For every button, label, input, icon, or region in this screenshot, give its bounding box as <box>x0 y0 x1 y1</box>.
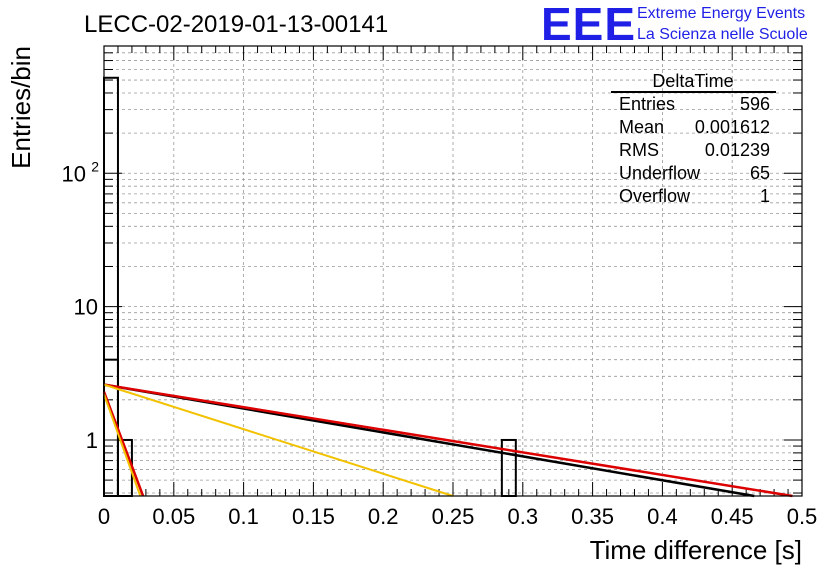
x-tick-label: 0.2 <box>368 504 399 529</box>
stats-title: DeltaTime <box>652 71 733 91</box>
stats-label: RMS <box>619 140 659 160</box>
x-tick-label: 0 <box>98 504 110 529</box>
stats-value: 65 <box>750 163 770 183</box>
x-tick-label: 0.3 <box>508 504 539 529</box>
stats-value: 0.001612 <box>695 117 770 137</box>
stats-label: Mean <box>619 117 664 137</box>
x-tick-label: 0.35 <box>571 504 614 529</box>
histogram-bins <box>103 76 517 497</box>
stats-box: DeltaTime Entries 596 Mean 0.001612 RMS 0.012… <box>611 71 776 206</box>
y-tick-labels: 1 10 10 2 <box>62 158 100 453</box>
stats-label: Entries <box>619 94 675 114</box>
stats-label: Underflow <box>619 163 701 183</box>
x-tick-label: 0.1 <box>228 504 259 529</box>
fit-line-red <box>102 391 145 497</box>
fit-line-yellow <box>103 383 454 497</box>
y-tick-exponent: 2 <box>91 158 99 174</box>
stats-label: Overflow <box>619 186 691 206</box>
plot-frame <box>103 45 803 497</box>
x-axis-label: Time difference [s] <box>590 535 802 565</box>
eee-logo: EEE <box>541 0 636 50</box>
y-tick-label: 1 <box>86 428 98 453</box>
grid-lines <box>104 45 802 496</box>
x-tick-label: 0.4 <box>647 504 678 529</box>
fit-curves <box>102 383 793 498</box>
x-tick-label: 0.25 <box>432 504 475 529</box>
stats-rows: Entries 596 Mean 0.001612 RMS 0.01239Underflo… <box>619 94 770 206</box>
x-tick-label: 0.45 <box>711 504 754 529</box>
fit-line-red <box>103 383 793 498</box>
x-tick-label: 0.05 <box>152 504 195 529</box>
org-name-line2: La Scienza nelle Scuole <box>637 26 808 43</box>
stats-value: 1 <box>760 186 770 206</box>
y-tick-label: 10 <box>74 295 98 320</box>
org-name-line1: Extreme Energy Events <box>637 5 805 22</box>
x-tick-label: 0.15 <box>292 504 335 529</box>
stats-value: 596 <box>740 94 770 114</box>
x-tick-labels: 0 0.05 0.1 0.15 0.2 0.25 0.3 0.35 0.4 0.45 0.5 <box>98 504 817 529</box>
stats-value: 0.01239 <box>705 140 770 160</box>
fit-line-yellow <box>103 393 142 497</box>
y-axis-label: Entries/bin <box>6 46 36 169</box>
chart-title: LECC-02-2019-01-13-00141 <box>84 11 388 38</box>
y-tick-label: 10 <box>62 161 86 186</box>
histogram-bin <box>103 76 119 497</box>
x-tick-label: 0.5 <box>787 504 818 529</box>
